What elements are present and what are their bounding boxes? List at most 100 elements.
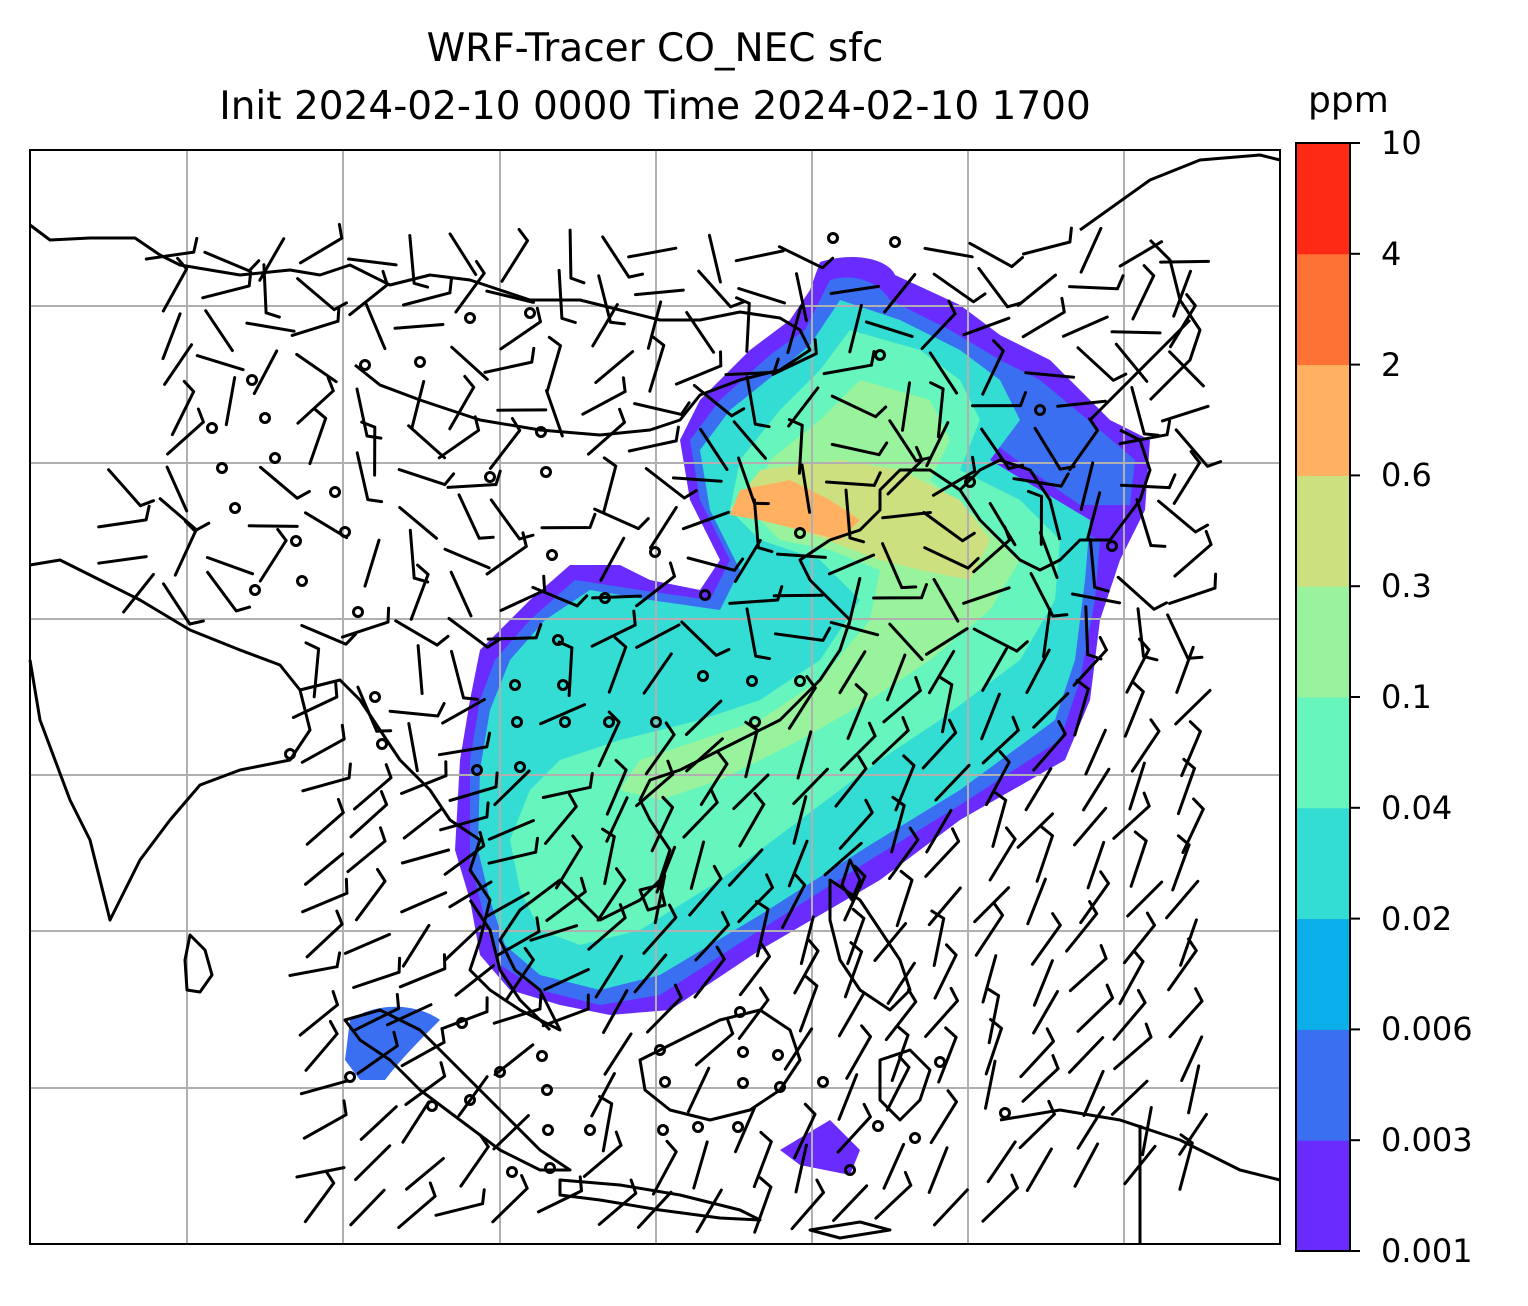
wind-barb	[732, 420, 767, 460]
wind-barb	[295, 352, 338, 384]
wind-barb	[107, 468, 155, 508]
wind-barb	[888, 622, 924, 661]
calm-wind-marker	[1034, 404, 1046, 416]
wind-barb	[829, 620, 880, 637]
colorbar-segment	[1296, 586, 1350, 698]
wind-barb	[968, 241, 1024, 269]
wind-barb	[694, 910, 731, 962]
wind-barb	[1113, 1022, 1153, 1071]
wind-barb	[1130, 386, 1160, 437]
wind-barb	[499, 574, 547, 612]
wind-barb	[1123, 1144, 1157, 1186]
wind-barb	[252, 349, 279, 395]
wind-barb	[1038, 531, 1059, 579]
wind-barb	[707, 233, 722, 284]
wind-barb	[684, 699, 723, 736]
calm-wind-marker	[284, 748, 296, 760]
calm-wind-marker	[1106, 540, 1118, 552]
calm-wind-marker	[290, 535, 302, 547]
wind-barb	[499, 306, 542, 351]
wind-barb	[886, 445, 924, 496]
calm-wind-marker	[772, 1049, 784, 1061]
wind-barb	[695, 1188, 723, 1234]
wind-barb	[1110, 1079, 1149, 1116]
calm-wind-marker	[344, 1071, 356, 1083]
wind-barb	[555, 834, 583, 890]
wind-barb	[1128, 761, 1146, 811]
calm-wind-marker	[471, 764, 483, 776]
wind-barb	[655, 845, 677, 894]
wind-barb	[1169, 293, 1197, 349]
wind-barb	[920, 299, 957, 350]
calm-wind-marker	[999, 1107, 1011, 1119]
wind-barb	[346, 826, 387, 874]
wind-barb	[1141, 1106, 1153, 1157]
wind-barb	[488, 417, 522, 470]
calm-wind-marker	[584, 1124, 596, 1136]
wind-barb	[300, 624, 358, 646]
wind-barb	[744, 720, 759, 779]
wind-barb	[439, 801, 490, 832]
wind-barb	[404, 1061, 447, 1106]
wind-barb	[416, 644, 424, 695]
wind-barb	[895, 869, 914, 928]
calm-wind-marker	[794, 675, 806, 687]
colorbar-tick-label: 4	[1381, 234, 1402, 273]
wind-barb	[790, 1178, 825, 1231]
wind-barb	[1079, 870, 1110, 925]
colorbar-tick-label: 0.003	[1381, 1121, 1473, 1160]
coastline-srilanka	[183, 933, 214, 994]
calm-wind-marker	[934, 1056, 946, 1068]
wind-barb	[1160, 404, 1210, 423]
wind-barb	[734, 1106, 757, 1154]
wind-barb	[443, 547, 491, 570]
wind-barb	[874, 1170, 913, 1220]
wind-barb	[557, 268, 577, 324]
wind-barb	[1088, 538, 1110, 593]
wind-barb	[986, 1140, 1017, 1184]
wind-barb	[929, 381, 945, 439]
wind-barb	[1022, 226, 1073, 256]
wind-barb	[360, 420, 377, 477]
wind-barb	[1187, 1064, 1201, 1115]
wind-barb	[400, 848, 451, 865]
wind-barb	[587, 903, 627, 951]
wind-barb	[627, 246, 678, 259]
wind-barb	[636, 1190, 673, 1229]
wind-barb	[1118, 949, 1145, 1006]
wind-barb	[635, 759, 675, 808]
wind-barb	[800, 463, 812, 514]
wind-barb	[1076, 983, 1115, 1033]
wind-barb	[393, 323, 445, 330]
wind-barb	[988, 826, 1017, 882]
wind-barb	[161, 312, 182, 361]
wind-barb	[680, 620, 731, 657]
wind-barb	[1174, 688, 1212, 726]
wind-barb	[363, 538, 381, 588]
wind-barb	[288, 951, 342, 977]
wind-barb	[685, 311, 716, 354]
wind-barb	[847, 577, 862, 627]
wind-barb	[594, 350, 635, 384]
wind-barb	[173, 520, 197, 577]
colorbar-segment	[1296, 143, 1350, 255]
wind-barb	[981, 715, 1020, 765]
wind-barb	[1082, 1069, 1105, 1117]
wind-barb	[402, 277, 453, 307]
wind-barb	[646, 983, 683, 1034]
coastline-sumatra	[343, 1008, 572, 1172]
wind-barb	[799, 915, 815, 965]
wind-barb	[925, 627, 969, 656]
wind-barb	[846, 907, 866, 966]
wind-barb	[932, 272, 987, 304]
wind-barb	[163, 343, 194, 386]
wind-barb	[201, 270, 253, 300]
wind-barb	[925, 808, 953, 854]
wind-barb	[1072, 636, 1108, 687]
wind-barb	[627, 425, 680, 453]
wind-barb	[724, 357, 780, 377]
calm-wind-marker	[535, 426, 547, 438]
calm-wind-marker	[506, 1166, 518, 1178]
wind-barb	[787, 386, 820, 428]
wind-barb	[450, 649, 479, 701]
